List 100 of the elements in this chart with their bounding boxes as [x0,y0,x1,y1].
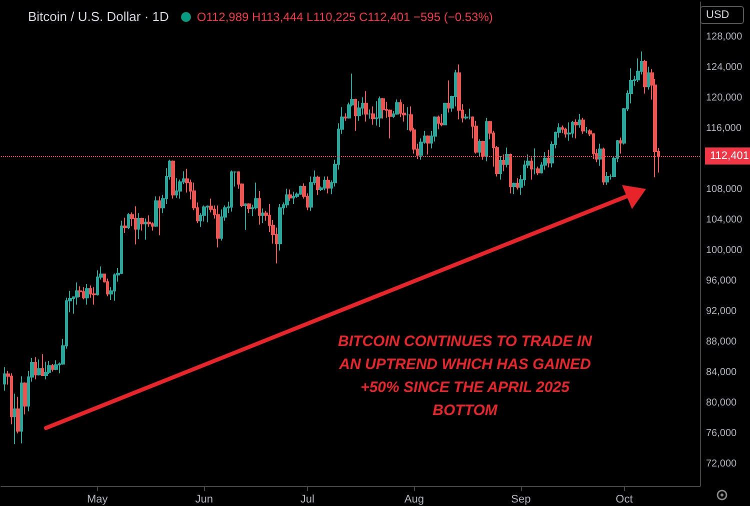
candlestick [598,143,602,166]
candlestick [516,178,519,190]
candlestick [292,191,295,204]
candlestick [261,208,264,224]
candlestick [357,100,361,122]
candlestick [344,112,347,122]
candlestick [216,205,220,248]
y-tick-label: 84,000 [706,366,738,378]
candlestick [171,160,175,200]
candlestick [230,170,233,212]
candlestick [299,185,302,196]
candlestick [123,217,127,234]
candlestick [395,99,399,116]
candlestick [20,376,23,444]
candlestick [85,284,89,306]
y-tick-label: 108,000 [706,184,743,195]
candlestick [564,127,567,138]
candlestick [602,147,605,186]
y-tick-label: 72,000 [706,458,738,470]
y-tick-label: 92,000 [706,306,738,317]
candlestick [278,203,282,251]
candlestick [592,132,595,160]
candlestick [175,178,178,198]
candlestick [478,138,481,156]
candlestick [402,104,406,122]
candlestick [502,154,505,172]
candlestick [381,98,385,120]
ref-line-label: 112,401 [710,150,749,162]
candlestick [364,90,368,122]
candlestick [82,286,85,300]
candlestick [581,117,585,134]
candlestick [147,214,151,228]
candlestick [92,286,96,306]
candlestick [137,212,140,240]
candlestick [51,364,54,372]
candlestick [323,176,326,191]
candlestick [443,102,447,126]
candlestick [244,202,247,230]
candlestick [44,361,48,380]
x-tick-label: Aug [404,494,424,506]
candlestick [144,218,147,240]
candlestick [499,155,502,180]
text: USD [700,6,744,24]
y-tick-label: 120,000 [706,92,743,104]
candlestick [574,118,578,139]
candlestick [505,147,509,168]
candlestick [16,396,20,434]
candlestick [399,99,402,118]
candlestick [561,124,564,134]
candlestick [220,208,223,242]
candlestick [468,108,471,120]
y-tick-label: 116,000 [706,123,742,134]
candlestick [371,106,375,126]
candlestick [585,126,588,134]
candlestick [437,115,440,130]
candlestick [571,120,574,138]
candlestick [134,206,137,245]
candlestick [206,205,209,223]
y-tick-label: 124,000 [706,62,743,74]
candlestick [41,354,44,376]
candlestick [54,360,58,371]
candlestick [378,96,382,128]
candlestick [543,152,547,170]
candlestick [485,117,488,162]
y-tick-label: 100,000 [706,244,743,256]
x-tick-label: May [87,494,108,506]
candlestick [78,286,82,298]
candlestick [368,108,371,120]
candlestick [509,153,512,194]
candlestick [375,100,378,126]
candlestick [13,393,17,445]
x-tick-label: Jun [195,494,214,506]
candlestick [474,120,478,154]
x-tick-label: Jul [300,494,314,506]
candlestick [481,140,485,160]
candlestick [34,356,37,380]
candlestick [512,182,516,195]
candlestick [578,114,581,128]
candlestick [536,166,540,176]
candlestick [96,270,99,296]
candlestick [158,196,161,236]
candlestick [619,137,623,154]
y-tick-label: 88,000 [706,336,738,348]
candlestick [643,59,647,94]
y-tick-label: 104,000 [706,214,743,226]
x-tick-label: Sep [511,494,531,506]
candlestick [354,98,357,132]
annotation: BITCOIN CONTINUES TO TRADE IN AN UPTREND WHICH HAS GAINED +50% SINCE THE APRIL 2025 BOTTOM [337,332,594,421]
candlestick [406,106,409,131]
candlestick [567,122,571,142]
text: O112,989 H113,444 L110,225 C112,401 −595 (−0.53%) [196,10,493,24]
candlestick [140,217,144,232]
y-tick-label: 80,000 [706,397,738,408]
y-tick-label: 96,000 [706,275,738,286]
candlestick [530,156,533,180]
candlestick [37,358,41,376]
text: Bitcoin / U.S. Dollar · 1D [28,9,169,24]
y-tick-label: 76,000 [706,428,738,439]
candlestick [127,212,130,230]
candlestick [3,366,6,392]
